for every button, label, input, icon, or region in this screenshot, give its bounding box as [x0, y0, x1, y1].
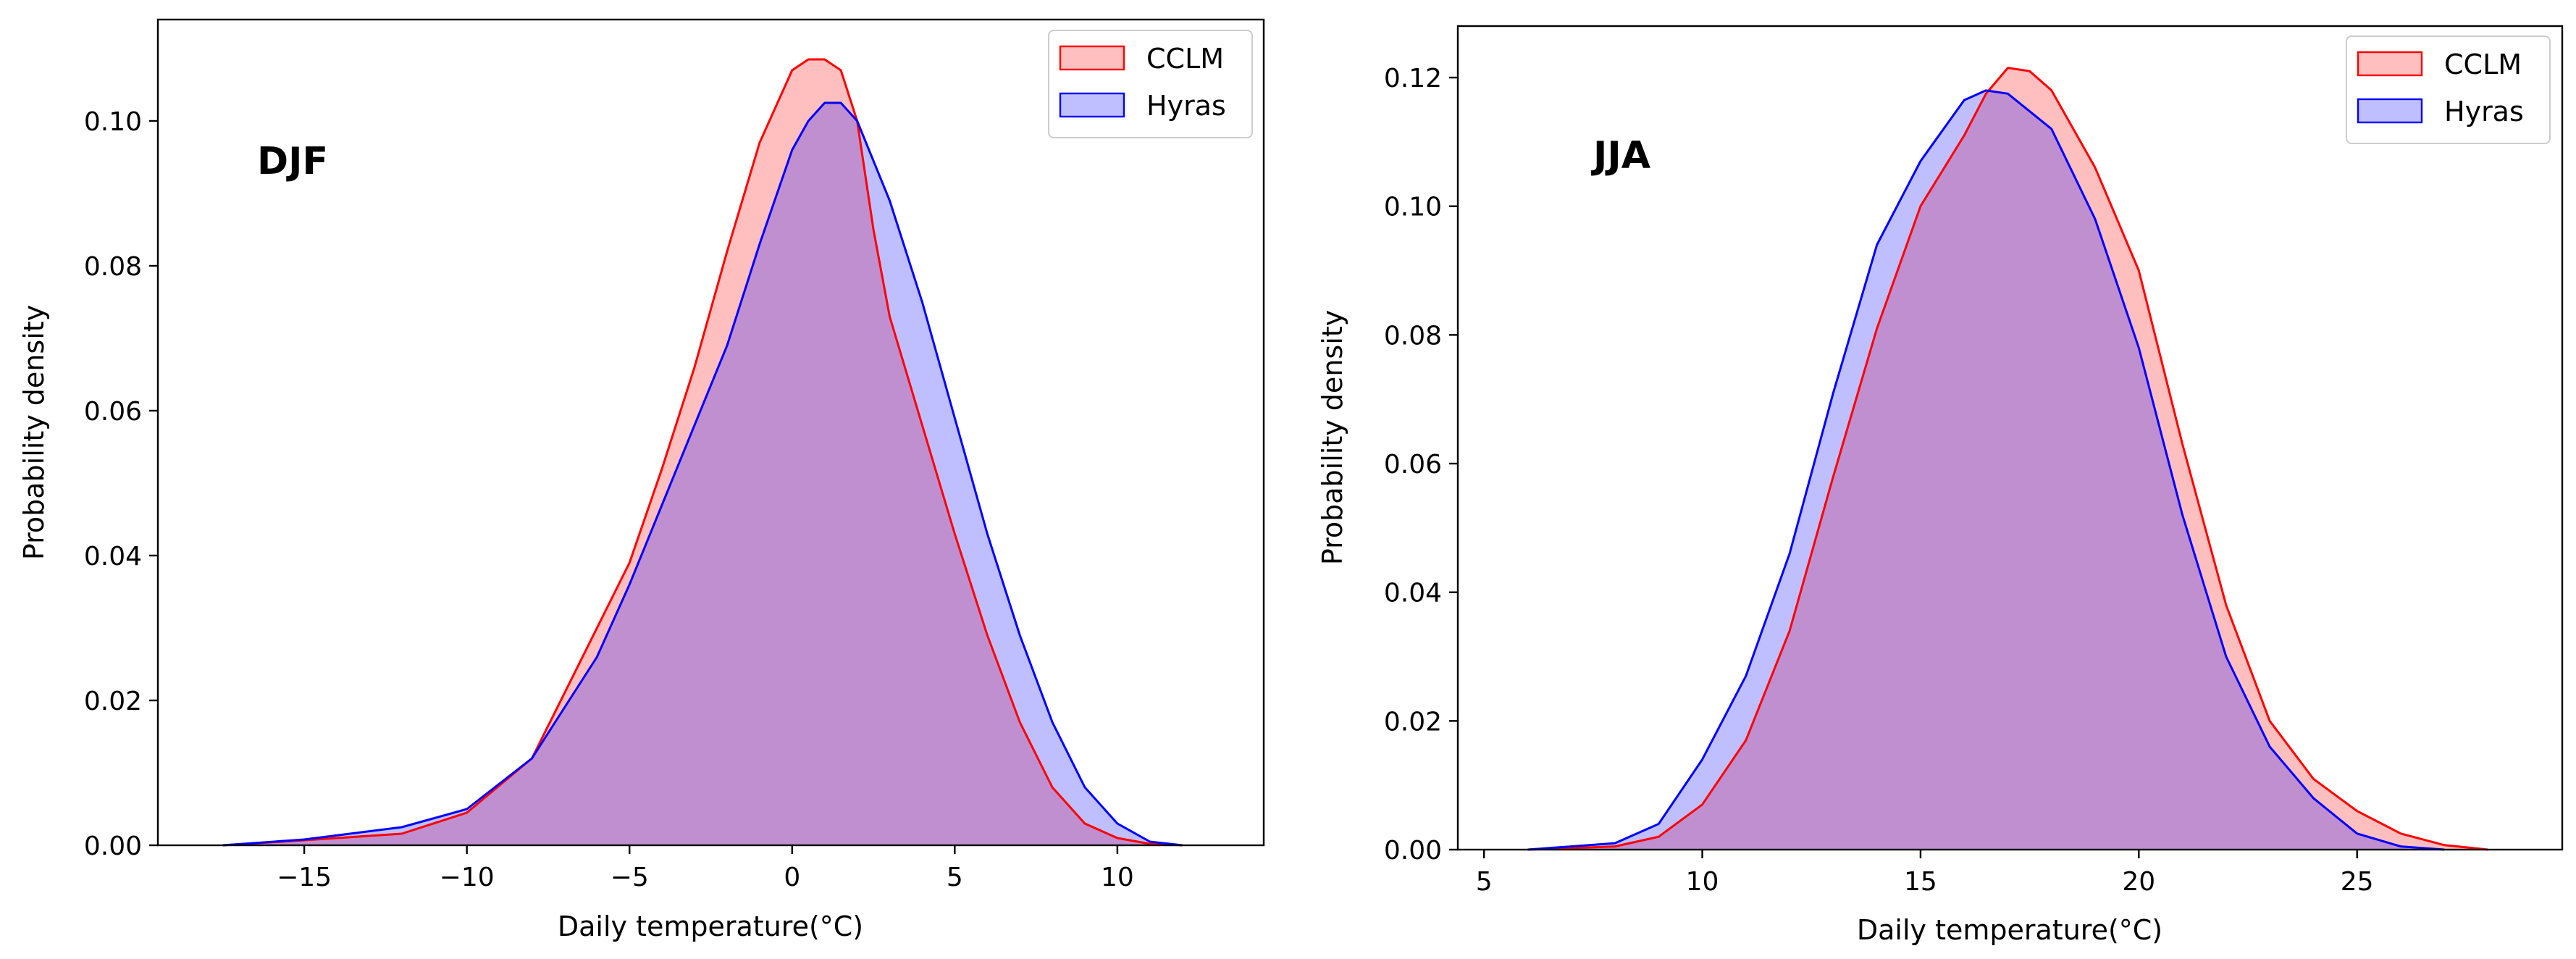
jja-y-tick-label: 0.10	[1384, 193, 1442, 222]
djf-legend-swatch-hyras	[1059, 92, 1125, 118]
djf-y-tick-label: 0.10	[84, 107, 142, 137]
djf-y-ticks: 0.00 0.02 0.04 0.06 0.08 0.10	[84, 107, 158, 861]
jja-x-tick-label: 5	[1476, 867, 1493, 897]
jja-plot-frame	[1456, 25, 2564, 851]
jja-x-axis-label: Daily temperature(°C)	[1857, 914, 2162, 946]
djf-cclm-density-area	[222, 59, 1183, 845]
jja-y-tick-label: 0.06	[1384, 450, 1442, 480]
jja-y-tick-label: 0.12	[1384, 64, 1442, 93]
djf-y-tick-label: 0.02	[84, 687, 142, 716]
jja-hyras-density-line	[1527, 89, 2445, 851]
djf-panel: −15 −10 −5 0 5 10 0.00 0.02 0.04 0.06 0.08 0.10 DJ…	[18, 18, 1265, 942]
djf-x-tick-label: −15	[277, 863, 332, 892]
jja-legend-swatch-cclm	[2357, 51, 2423, 77]
djf-legend-label-cclm: CCLM	[1146, 43, 1224, 75]
jja-y-tick-label: 0.04	[1384, 579, 1442, 608]
djf-x-ticks: −15 −10 −5 0 5 10	[277, 845, 1134, 892]
jja-hyras-density-area	[1527, 90, 2445, 850]
jja-legend-label-hyras: Hyras	[2444, 96, 2524, 127]
djf-density-fills	[222, 59, 1183, 845]
djf-plot-frame	[156, 18, 1265, 847]
jja-legend-label-cclm: CCLM	[2444, 49, 2522, 80]
djf-y-axis-label: Probability density	[18, 305, 50, 560]
djf-x-axis-label: Daily temperature(°C)	[558, 910, 863, 942]
jja-legend: CCLM Hyras	[2346, 35, 2551, 144]
djf-y-tick-label: 0.04	[84, 542, 142, 571]
djf-hyras-density-area	[222, 103, 1183, 845]
jja-cclm-density-line	[1527, 67, 2488, 851]
jja-cclm-density-area	[1527, 67, 2488, 850]
djf-legend-label-hyras: Hyras	[1146, 90, 1226, 122]
djf-x-tick-label: 5	[947, 863, 963, 892]
jja-y-tick-label: 0.08	[1384, 321, 1442, 351]
jja-y-tick-label: 0.02	[1384, 707, 1442, 737]
djf-x-tick-label: 10	[1101, 863, 1134, 892]
djf-y-tick-label: 0.06	[84, 397, 142, 427]
jja-x-tick-label: 15	[1904, 867, 1937, 897]
jja-y-axis-label: Probability density	[1317, 310, 1348, 565]
jja-y-tick-label: 0.00	[1384, 836, 1442, 866]
jja-panel: 5 10 15 20 25 0.00 0.02 0.04 0.06 0.08 0.10 0.12 J…	[1317, 25, 2564, 946]
djf-legend-swatch-cclm	[1059, 45, 1125, 71]
jja-panel-label: JJA	[1591, 134, 1650, 177]
jja-x-ticks: 5 10 15 20 25	[1476, 850, 2374, 897]
jja-y-ticks: 0.00 0.02 0.04 0.06 0.08 0.10 0.12	[1384, 64, 1458, 866]
djf-x-tick-label: −5	[611, 863, 649, 892]
jja-legend-box	[2346, 35, 2551, 144]
djf-density-lines	[222, 58, 1183, 847]
djf-x-tick-label: −10	[440, 863, 495, 892]
djf-legend-box	[1048, 30, 1253, 138]
djf-x-tick-label: 0	[784, 863, 800, 892]
jja-x-tick-label: 10	[1686, 867, 1719, 897]
djf-panel-label: DJF	[257, 140, 328, 183]
djf-hyras-density-line	[222, 101, 1183, 847]
djf-legend: CCLM Hyras	[1048, 30, 1253, 138]
djf-cclm-density-line	[222, 58, 1183, 847]
djf-y-tick-label: 0.00	[84, 832, 142, 861]
jja-density-fills	[1527, 67, 2488, 850]
jja-legend-swatch-hyras	[2357, 98, 2423, 124]
djf-y-tick-label: 0.08	[84, 252, 142, 282]
jja-x-tick-label: 25	[2341, 867, 2374, 897]
jja-x-tick-label: 20	[2122, 867, 2155, 897]
jja-density-lines	[1527, 67, 2488, 851]
